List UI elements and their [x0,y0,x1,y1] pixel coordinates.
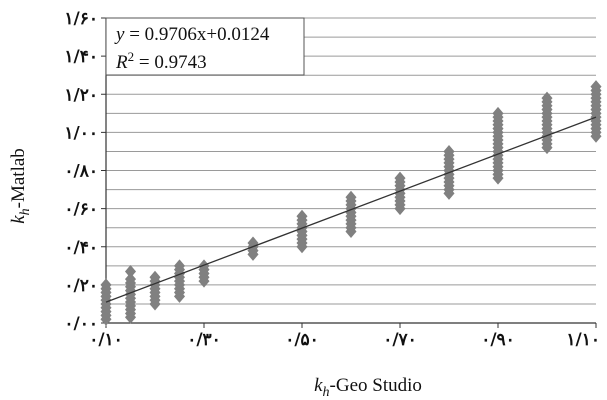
y-tick-label: ۱/۰۰ [64,123,98,143]
data-point [394,171,406,185]
equation-box: y = 0.9706x+0.0124 R2 = 0.9743 [105,17,305,76]
r-squared-lhs: R [115,52,128,73]
data-point [492,106,504,120]
equation-line: y = 0.9706x+0.0124 [114,24,270,45]
x-axis-title: kh-Geo Studio [314,375,422,400]
x-axis-title-symbol: k [314,375,323,396]
data-point [124,265,137,279]
trendline-group [105,116,597,303]
x-axis-title-sub: h [323,385,330,400]
x-tick-label: ۱/۱۰ [566,330,600,350]
r-squared-line: R2 = 0.9743 [115,49,207,74]
x-tick-label: ۰/۷۰ [383,330,417,350]
data-point [590,80,602,94]
r-squared-rhs: = 0.9743 [134,52,206,73]
y-tick-label: ۰/۸۰ [64,162,98,182]
data-points [100,80,602,326]
tick-labels: ۰/۰۰ ۰/۲۰ ۰/۴۰ ۰/۶۰ ۰/۸۰ ۱/۰۰ ۱/۲۰ ۱/۴۰ ۱/۶۰ ۰/۱۰… [64,9,600,350]
x-tick-label: ۰/۱۰ [89,330,123,350]
y-tick-label: ۰/۰۰ [64,314,98,334]
data-point [345,190,357,204]
data-point [124,272,137,286]
data-point [100,278,112,292]
x-axis-title-text: -Geo Studio [330,375,422,396]
equation-rhs: = 0.9706x+0.0124 [124,24,269,45]
equation-lhs: y [114,24,125,45]
y-axis-title-symbol: k [8,215,29,224]
y-tick-label: ۱/۴۰ [64,47,98,67]
y-tick-label: ۰/۲۰ [64,276,98,296]
r-squared-sup: 2 [128,49,135,64]
data-point [149,270,161,284]
x-tick-label: ۰/۳۰ [187,330,221,350]
y-tick-label: ۱/۶۰ [64,9,98,29]
y-tick-label: ۰/۶۰ [64,200,98,220]
data-point [173,259,186,273]
y-tick-label: ۱/۲۰ [64,85,98,105]
data-point [443,144,455,158]
data-point [296,209,308,223]
equation-box-frame [105,17,305,76]
x-tick-label: ۰/۵۰ [285,330,319,350]
y-axis-title-text: -Matlab [8,148,29,208]
trendline [105,116,597,303]
y-axis-title-sub: h [18,208,33,215]
y-axis-title: kh-Matlab [8,148,33,224]
y-tick-label: ۰/۴۰ [64,238,98,258]
x-tick-label: ۰/۹۰ [481,330,515,350]
data-point [541,91,553,105]
